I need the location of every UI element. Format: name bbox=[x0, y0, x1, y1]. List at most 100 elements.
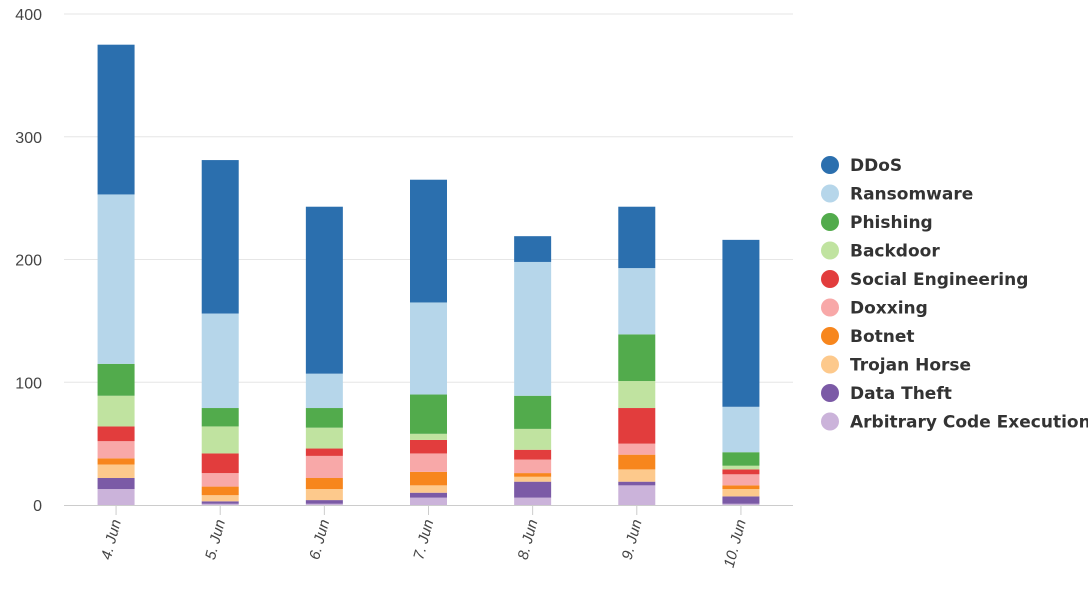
bar-segment bbox=[201, 473, 239, 487]
bar-segment bbox=[201, 503, 239, 505]
bar-segment bbox=[722, 465, 760, 470]
bar-segment bbox=[514, 473, 552, 477]
y-tick-label: 100 bbox=[15, 375, 42, 392]
bar-segment bbox=[97, 477, 135, 490]
bar-segment bbox=[97, 441, 135, 459]
x-tick-label: 4. Jun bbox=[98, 518, 125, 562]
bar-segment bbox=[97, 44, 135, 195]
legend-label: Arbitrary Code Execution bbox=[850, 413, 1088, 433]
legend-marker bbox=[821, 241, 839, 260]
legend-marker bbox=[821, 298, 839, 317]
legend-marker bbox=[821, 270, 839, 288]
legend-label: Botnet bbox=[850, 327, 915, 347]
bar-segment bbox=[618, 485, 656, 505]
bar-segment bbox=[410, 485, 447, 493]
legend-marker bbox=[821, 213, 839, 231]
bar-segment bbox=[618, 268, 656, 335]
bar-segment bbox=[722, 489, 760, 497]
bar-segment bbox=[201, 501, 239, 504]
bar-segment bbox=[722, 496, 760, 504]
bar-segment bbox=[722, 406, 760, 453]
x-tick-label: 8. Jun bbox=[515, 518, 542, 562]
legend-item[interactable]: Trojan Horse bbox=[821, 355, 971, 376]
bar-segment bbox=[514, 395, 552, 429]
legend-marker bbox=[821, 384, 839, 402]
legend-item[interactable]: Botnet bbox=[821, 327, 915, 347]
legend-item[interactable]: Ransomware bbox=[821, 184, 973, 205]
bar-segment bbox=[305, 489, 343, 501]
bar-segment bbox=[97, 458, 135, 465]
bar-segment bbox=[305, 477, 343, 490]
legend-label: Doxxing bbox=[850, 299, 928, 319]
legend-label: Data Theft bbox=[850, 384, 952, 404]
bar-segment bbox=[722, 239, 760, 407]
bar-segment bbox=[410, 433, 447, 440]
bar-segment bbox=[410, 302, 447, 395]
bar-segment bbox=[97, 194, 135, 364]
bar-segment bbox=[201, 453, 239, 474]
bar-segment bbox=[514, 449, 552, 460]
bar-segment bbox=[305, 373, 343, 409]
legend-item[interactable]: Backdoor bbox=[821, 241, 940, 262]
bar-segment bbox=[514, 236, 552, 262]
x-tick-label: 7. Jun bbox=[410, 518, 437, 562]
legend-marker bbox=[821, 327, 839, 345]
legend-label: DDoS bbox=[850, 156, 902, 176]
legend-label: Backdoor bbox=[850, 242, 940, 262]
legend-label: Ransomware bbox=[850, 185, 973, 205]
bar-segment bbox=[410, 497, 447, 505]
y-tick-label: 0 bbox=[33, 498, 42, 515]
bar-segment bbox=[97, 363, 135, 396]
legend: DDoS Ransomware Phishing Backdoor Social Eng… bbox=[821, 156, 1088, 433]
bar-segment bbox=[618, 454, 656, 470]
x-tick-label: 5. Jun bbox=[202, 518, 229, 562]
bar-segment bbox=[201, 313, 239, 409]
bar-segment bbox=[514, 497, 552, 505]
bar-segment bbox=[618, 469, 656, 482]
bar-segment bbox=[201, 426, 239, 454]
bar-segment bbox=[618, 408, 656, 444]
legend-marker bbox=[821, 412, 839, 431]
axes: 0 100 200 300 400 4. Jun 5. Jun 6. Jun 7. Jun 8. … bbox=[15, 7, 793, 570]
bar-segment bbox=[514, 481, 552, 498]
bar-segment bbox=[97, 489, 135, 505]
bar-segment bbox=[305, 427, 343, 449]
bar-segment bbox=[97, 395, 135, 427]
bar-segment bbox=[201, 495, 239, 502]
bar-segment bbox=[410, 492, 447, 498]
bar-segment bbox=[722, 474, 760, 486]
legend-item[interactable]: Phishing bbox=[821, 213, 933, 233]
y-tick-label: 300 bbox=[15, 130, 42, 147]
legend-marker bbox=[821, 184, 839, 203]
bar-segment bbox=[305, 448, 343, 456]
bar-segment bbox=[305, 503, 343, 505]
bar-segment bbox=[305, 408, 343, 428]
bar-segment bbox=[618, 381, 656, 409]
legend-item[interactable]: Social Engineering bbox=[821, 270, 1028, 290]
legend-marker bbox=[821, 355, 839, 374]
legend-label: Phishing bbox=[850, 213, 933, 233]
bar-segment bbox=[514, 428, 552, 450]
bar-segment bbox=[305, 455, 343, 478]
bar-segment bbox=[514, 476, 552, 482]
bar-segment bbox=[97, 464, 135, 478]
legend-item[interactable]: Data Theft bbox=[821, 384, 952, 404]
bar-segment bbox=[201, 408, 239, 427]
bar-segment bbox=[305, 500, 343, 504]
legend-item[interactable]: Arbitrary Code Execution bbox=[821, 412, 1088, 433]
bar-segment bbox=[201, 160, 239, 314]
bar-segment bbox=[722, 469, 760, 475]
legend-marker bbox=[821, 156, 839, 174]
bar-segment bbox=[201, 486, 239, 496]
bar-segment bbox=[410, 471, 447, 486]
bar-segment bbox=[410, 439, 447, 454]
bar-segment bbox=[618, 481, 656, 486]
bar-segment bbox=[618, 206, 656, 269]
legend-label: Trojan Horse bbox=[850, 356, 971, 376]
bar-segment bbox=[618, 443, 656, 455]
bar-segment bbox=[410, 179, 447, 303]
legend-item[interactable]: Doxxing bbox=[821, 298, 928, 319]
bar-segment bbox=[514, 261, 552, 396]
legend-item[interactable]: DDoS bbox=[821, 156, 902, 176]
